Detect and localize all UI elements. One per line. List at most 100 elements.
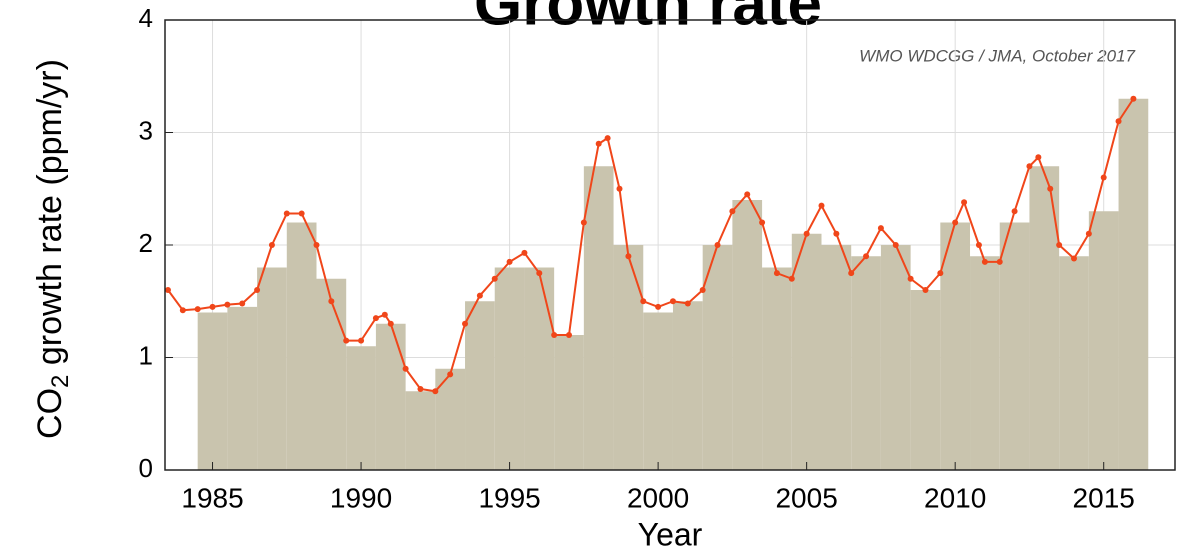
y-tick-label: 4 [139,3,153,33]
curve-point [714,242,721,248]
bar [672,301,703,470]
curve-point [699,287,706,293]
curve-point [616,185,623,192]
curve-point [788,275,795,282]
curve-point [1026,163,1033,170]
y-label-main: CO [31,388,69,439]
curve-point [536,270,543,277]
bar [821,245,852,470]
annotation: WMO WDCGG / JMA, October 2017 [859,46,1135,65]
bar [1088,211,1119,470]
bar [346,346,376,470]
curve-point [224,301,231,308]
curve-point [1056,242,1063,248]
bar [702,245,733,470]
bar [999,222,1030,470]
curve-point [981,258,988,265]
curve-point [803,230,810,237]
bar [494,267,525,470]
curve-point [961,199,968,206]
bar [762,267,792,470]
curve-point [684,300,691,307]
curve-point [372,315,379,322]
curve-point [773,270,780,277]
curve-point [358,337,365,344]
curve-point [402,365,409,372]
curve-point [892,242,899,248]
curve-point [625,253,632,260]
curve-point [387,320,394,327]
curve-point [922,287,929,293]
curve-point [595,140,602,147]
x-tick-label: 1990 [330,482,392,513]
curve-point [655,303,662,310]
curve-point [328,298,335,305]
curve-point [1085,230,1092,237]
curve-point [1100,174,1107,181]
x-axis-label: Year [638,516,703,552]
curve-point [506,258,513,265]
bar [524,267,555,470]
curve-point [381,311,388,318]
curve-point [313,242,320,248]
curve-point [254,287,261,293]
bar [227,306,258,470]
curve-point [996,258,1003,265]
curve-point [744,191,751,198]
bar [197,312,228,470]
bar [791,233,822,470]
y-axis-label: CO2 growth rate (ppm/yr) [31,59,74,439]
curve-point [566,332,572,338]
bar [940,222,971,470]
curve-point [432,388,439,395]
curve-point [447,371,454,378]
curve-point [1011,208,1018,215]
curve-point [283,210,290,217]
curve-point [640,298,647,305]
curve-point [952,219,959,226]
y-label-rest: growth rate (ppm/yr) [31,59,69,375]
curve-point [604,135,611,142]
bar [643,312,673,470]
x-tick-label: 1995 [478,482,540,513]
curve-point [818,202,825,209]
bar [880,245,911,470]
x-tick-label: 2005 [775,482,837,513]
bar [554,335,584,470]
curve-point [833,230,840,237]
bar [910,290,941,470]
curve-point [268,242,275,248]
curve-point [877,225,884,232]
curve-point [848,270,855,277]
bar [1059,256,1089,470]
curve-point [1115,118,1122,125]
bar [257,267,287,470]
bar [405,391,436,470]
chart-title: Growth rate [474,0,822,38]
curve-point [491,275,498,282]
bar [851,256,881,470]
curve-point [551,332,558,338]
curve-point [975,242,982,248]
bar [970,256,1000,470]
curve-point [937,270,944,277]
growth-curve [167,98,1135,393]
curve-point [1071,255,1077,262]
curve-point [669,298,676,305]
curve-point [907,275,914,282]
curve-point [1035,154,1042,161]
y-tick-label: 0 [139,453,153,483]
curve-point [1130,95,1137,102]
bar [613,245,644,470]
bar [375,323,406,470]
curve-point [462,320,469,327]
curve-point [209,303,216,310]
bar [435,368,466,470]
curve-point [417,386,424,392]
bar [465,301,495,470]
curve-point [179,307,186,314]
curve-point [759,219,766,226]
bar [583,166,614,470]
